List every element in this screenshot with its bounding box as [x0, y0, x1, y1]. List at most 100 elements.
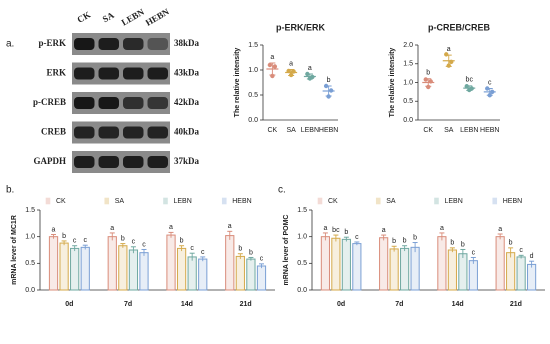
x-tick-label: 14d	[181, 301, 193, 308]
protein-label: ERK	[46, 68, 66, 78]
significance-letter: a	[228, 223, 232, 230]
data-point	[305, 71, 310, 77]
blot-strip	[72, 92, 170, 114]
significance-letter: c	[83, 237, 87, 244]
bar	[341, 238, 351, 291]
significance-letter: b	[62, 233, 66, 240]
significance-letter: a	[498, 226, 502, 233]
significance-letter: b	[344, 229, 348, 236]
y-axis-label: The relative intensity	[389, 48, 396, 118]
data-point	[449, 59, 454, 65]
significance-letter: b	[238, 246, 242, 253]
data-point	[267, 62, 273, 68]
y-tick-label: 1.0	[25, 234, 35, 241]
x-tick-label: HEBN	[319, 127, 338, 134]
significance-letter: b	[392, 238, 396, 245]
legend-label: LEBN	[445, 198, 463, 205]
data-point	[444, 52, 449, 57]
legend-swatch	[45, 197, 51, 205]
significance-letter: b	[403, 238, 407, 245]
bar	[235, 255, 245, 291]
blot-band	[123, 97, 144, 109]
blot-band	[74, 97, 95, 109]
significance-letter: a	[440, 225, 444, 232]
blot-band	[74, 38, 95, 50]
significance-letter: c	[355, 234, 359, 241]
legend-label: CK	[56, 198, 66, 205]
bar	[437, 236, 447, 291]
data-point	[490, 89, 495, 95]
blot-band	[74, 126, 95, 139]
data-point	[423, 77, 428, 82]
y-tick-label: 1.0	[248, 67, 258, 74]
protein-label: GAPDH	[34, 156, 67, 166]
bar	[379, 237, 389, 291]
bar	[400, 247, 410, 291]
data-point	[286, 68, 291, 74]
blot-band	[74, 156, 95, 168]
significance-letter: b	[413, 234, 417, 241]
legend-label: CK	[328, 198, 338, 205]
data-point	[428, 79, 433, 84]
significance-letter: a	[447, 46, 451, 53]
significance-letter: c	[73, 238, 77, 245]
data-point	[464, 84, 469, 89]
significance-letter: b	[249, 249, 253, 256]
blot-strip	[72, 151, 170, 173]
y-tick-label: 1.5	[248, 42, 258, 49]
y-tick-label: 0.0	[403, 117, 413, 124]
data-point	[426, 84, 431, 90]
data-point	[485, 86, 490, 91]
bar	[410, 246, 420, 291]
x-tick-label: LEBN	[460, 127, 478, 134]
blot-strip	[72, 121, 170, 144]
x-tick-label: 0d	[337, 301, 345, 308]
y-axis-label: mRNA lever of POMC	[283, 215, 290, 286]
x-tick-label: SA	[444, 127, 454, 134]
legend-label: LEBN	[174, 198, 192, 205]
significance-letter: a	[110, 225, 114, 232]
blot-band	[123, 38, 144, 50]
data-point	[487, 93, 492, 98]
significance-letter: a	[270, 54, 274, 61]
legend-swatch	[104, 197, 110, 205]
y-tick-label: 0.0	[248, 117, 258, 124]
bar	[107, 236, 117, 291]
bar	[495, 236, 505, 291]
data-point	[323, 83, 329, 89]
y-tick-label: 1.0	[297, 234, 307, 241]
bar	[320, 236, 330, 291]
data-point	[288, 72, 294, 78]
bar	[506, 252, 516, 291]
x-tick-label: 21d	[240, 301, 252, 308]
blot-band	[98, 126, 119, 139]
significance-letter: a	[169, 224, 173, 231]
x-tick-label: CK	[423, 127, 433, 134]
blot-band	[98, 67, 119, 80]
bar	[331, 237, 341, 291]
size-label: 43kDa	[174, 68, 200, 78]
significance-letter: b	[121, 235, 125, 242]
legend-swatch	[317, 197, 323, 205]
significance-letter: c	[260, 256, 264, 263]
bar	[80, 246, 90, 291]
x-tick-label: 7d	[124, 301, 132, 308]
significance-letter: c	[201, 249, 205, 256]
blot-band	[74, 67, 95, 80]
bar	[352, 243, 362, 291]
significance-letter: bc	[332, 227, 340, 234]
y-tick-label: 1.5	[403, 61, 413, 68]
bar	[128, 249, 139, 291]
x-tick-label: 7d	[395, 301, 403, 308]
significance-letter: b	[461, 241, 465, 248]
legend-label: HEBN	[232, 198, 251, 205]
significance-letter: a	[382, 227, 386, 234]
x-tick-label: LEBN	[301, 127, 319, 134]
data-point	[328, 88, 334, 93]
protein-label: p-CREB	[33, 97, 66, 107]
bar	[139, 252, 149, 291]
x-tick-label: HEBN	[480, 127, 499, 134]
bar	[256, 265, 267, 291]
significance-letter: bc	[466, 77, 474, 84]
protein-label: p-ERK	[38, 38, 66, 48]
